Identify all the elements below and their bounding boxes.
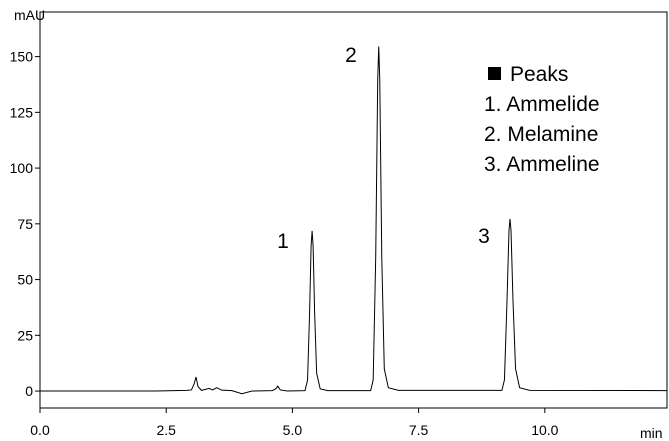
peak-label: 2	[345, 44, 357, 67]
legend-marker	[488, 67, 501, 80]
y-tick-label: 150	[10, 49, 34, 65]
y-tick-label: 50	[17, 272, 33, 288]
x-tick-label: 2.5	[156, 422, 176, 438]
y-tick-label: 125	[10, 104, 34, 120]
y-tick-label: 0	[25, 383, 33, 399]
x-axis-label: min	[640, 425, 663, 441]
x-tick-label: 7.5	[409, 422, 429, 438]
legend-item: 1. Ammelide	[484, 93, 600, 116]
plot-frame	[39, 11, 668, 409]
x-tick-label: 0.0	[30, 422, 50, 438]
chromatogram-line	[40, 46, 668, 395]
y-tick-label: 100	[10, 160, 34, 176]
y-axis-label: mAU	[14, 7, 45, 23]
peak-label: 1	[277, 230, 289, 253]
peak-label: 3	[478, 225, 490, 248]
legend-item: 3. Ammeline	[484, 153, 600, 176]
y-tick-label: 25	[17, 327, 33, 343]
x-tick-label: 10.0	[531, 422, 558, 438]
x-tick-label: 5.0	[283, 422, 303, 438]
legend-title: Peaks	[510, 63, 568, 86]
legend-item: 2. Melamine	[484, 123, 598, 146]
y-tick-label: 75	[17, 216, 33, 232]
